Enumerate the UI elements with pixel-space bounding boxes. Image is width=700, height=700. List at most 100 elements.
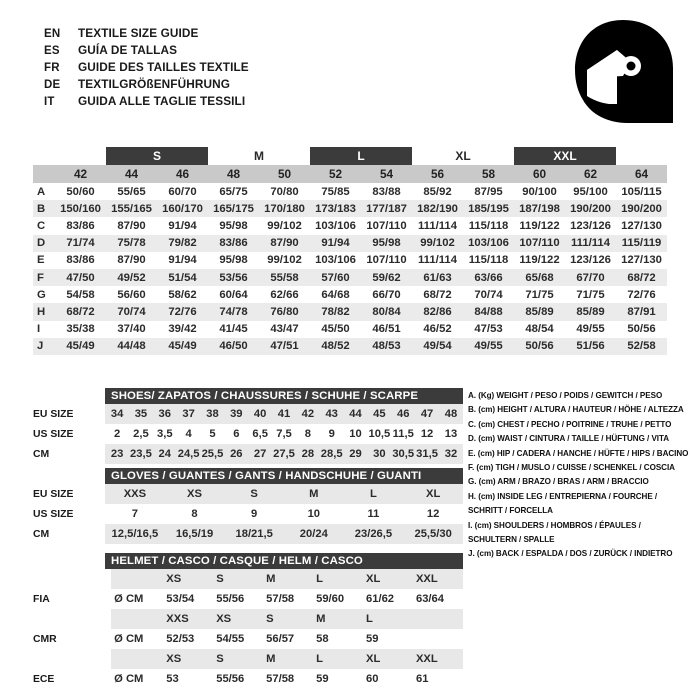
measurement-key-label: C [33, 217, 55, 235]
measurement-cell: 155/165 [106, 200, 157, 218]
measurement-cell: 99/102 [259, 217, 310, 235]
table-row: F 47/50 49/52 51/54 53/56 55/58 57/60 59/62 61/6… [33, 268, 667, 287]
helmet-measurement-cell: 59 [313, 669, 364, 689]
title-line: FR GUIDE DES TAILLES TEXTILE [44, 60, 249, 77]
helmet-measurement-cell: 57/58 [263, 589, 314, 609]
helmet-size-row-spacer [33, 569, 112, 589]
size-number-cell: 64 [616, 165, 667, 183]
helmet-measurement-cell: 53/54 [163, 589, 214, 609]
size-number-cell: 52 [310, 165, 361, 183]
size-cell: 7 [105, 504, 165, 524]
measurement-cell: 173/183 [310, 200, 361, 218]
helmet-measurement-cell: 58 [313, 629, 364, 649]
helmet-measurement-cell [412, 629, 463, 649]
size-cell: 25,5/30 [403, 524, 463, 544]
measurement-cell: 47/50 [55, 268, 106, 287]
size-group-label: M [254, 148, 264, 163]
measurement-cell: 71/75 [565, 286, 616, 304]
size-cell: XL [403, 484, 463, 504]
size-group-s: S [106, 146, 208, 165]
measurement-cell: 67/70 [565, 268, 616, 287]
size-group-empty [616, 146, 667, 165]
size-group-label [616, 147, 667, 165]
measurement-cell: 190/200 [565, 200, 616, 218]
measurement-cell: 50/56 [514, 337, 565, 355]
size-cell: 11 [343, 504, 404, 524]
measurement-cell: 115/119 [616, 234, 667, 252]
measurement-cell: 76/80 [259, 303, 310, 321]
helmet-value-row: CMR Ø CM 52/53 54/55 56/57 58 59 [33, 629, 463, 649]
measurement-cell: 85/89 [514, 303, 565, 321]
helmet-size-label: S [213, 649, 264, 669]
size-cell: 35 [129, 404, 153, 424]
measurement-cell: 85/89 [565, 303, 616, 321]
measurement-cell: 50/56 [616, 320, 667, 338]
measurement-key-label: A [33, 183, 55, 201]
size-cell: 10 [343, 424, 368, 444]
size-cell: 23/26,5 [343, 524, 404, 544]
size-cell: 12 [403, 504, 463, 524]
measurement-cell: 46/51 [361, 320, 412, 338]
measurement-cell: 37/40 [106, 320, 157, 338]
table-row: CM 23 23,5 24 24,5 25,5 26 27 27,5 28 28,5 29 30 30,5… [33, 444, 463, 464]
size-cell: 38 [200, 404, 225, 424]
legend-entry: I. (cm) SHOULDERS / HOMBROS / ÉPAULES / [468, 520, 641, 530]
size-cell: 2 [105, 424, 130, 444]
helmet-size-row: XS S M L XL XXL [33, 569, 463, 589]
measurement-cell: 72/76 [157, 303, 208, 321]
measurement-cell: 95/98 [208, 251, 259, 269]
table-row: C 83/86 87/90 91/94 95/98 99/102 103/106 107/11… [33, 217, 667, 235]
measurement-cell: 68/72 [55, 303, 106, 321]
measurement-key-label: E [33, 251, 55, 269]
measurement-cell: 123/126 [565, 217, 616, 235]
helmet-table: XS S M L XL XXL FIA Ø CM 53/54 55/56 57/58 59/60 61/… [33, 569, 463, 689]
size-number-cell: 60 [514, 165, 565, 183]
measurement-cell: 46/52 [412, 320, 463, 338]
size-cell: 26 [224, 444, 249, 464]
shoes-table: EU SIZE 34 35 36 37 38 39 40 41 42 43 44 45 46 47 48 US … [33, 404, 463, 464]
measurement-cell: 75/78 [106, 234, 157, 252]
helmet-size-label: XXS [163, 609, 214, 629]
helmet-size-label: XS [163, 649, 214, 669]
size-group-label: L [310, 146, 412, 165]
helmet-measurement-cell: 61/62 [363, 589, 413, 609]
measurement-cell: 78/82 [310, 303, 361, 321]
title-line: ES GUÍA DE TALLAS [44, 43, 249, 60]
measurement-cell: 182/190 [412, 200, 463, 218]
measurement-cell: 99/102 [259, 251, 310, 269]
title-language-code: EN [44, 28, 61, 40]
size-cell: 45 [367, 404, 392, 424]
size-number-cell: 58 [463, 165, 514, 183]
measurement-cell: 35/38 [55, 320, 106, 338]
measurement-cell: 107/110 [514, 234, 565, 252]
legend-entry: E. (cm) HIP / CADERA / HANCHE / HÜFTE / … [468, 448, 689, 458]
table-row: D 71/74 75/78 79/82 83/86 87/90 91/94 95/98 99/1… [33, 234, 667, 252]
size-group-xxl: XXL [514, 146, 616, 165]
size-cell: 12 [415, 424, 439, 444]
measurement-cell: 54/58 [55, 286, 106, 304]
size-cell: 10 [283, 504, 344, 524]
legend-entry: C. (cm) CHEST / PECHO / POITRINE / TRUHE… [468, 419, 672, 429]
size-cell: 36 [152, 404, 177, 424]
size-cell: 4 [176, 424, 201, 444]
measurement-cell: 49/54 [412, 337, 463, 355]
helmet-size-label: L [313, 569, 364, 589]
helmet-value-row: FIA Ø CM 53/54 55/56 57/58 59/60 61/62 63/64 [33, 589, 463, 609]
measurement-cell: 115/118 [463, 251, 514, 269]
measurement-cell: 44/48 [106, 337, 157, 355]
size-cell: XXS [105, 484, 165, 504]
size-cell: 23 [105, 444, 130, 464]
size-cell: S [224, 484, 284, 504]
helmet-measurement-cell: 57/58 [263, 669, 314, 689]
measurement-cell: 87/95 [463, 183, 514, 201]
measurement-cell: 46/50 [208, 337, 259, 355]
title-line: IT GUIDA ALLE TAGLIE TESSILI [44, 94, 249, 111]
measurement-cell: 56/60 [106, 286, 157, 304]
measurement-cell: 45/49 [157, 337, 208, 355]
measurement-cell: 111/114 [412, 251, 463, 269]
table-row: US SIZE 7 8 9 10 11 12 [33, 504, 463, 524]
size-number-cell: 62 [565, 165, 616, 183]
measurement-cell: 57/60 [310, 268, 361, 287]
measurement-cell: 62/66 [259, 286, 310, 304]
helmet-size-row: XXS XS S M L [33, 609, 463, 629]
